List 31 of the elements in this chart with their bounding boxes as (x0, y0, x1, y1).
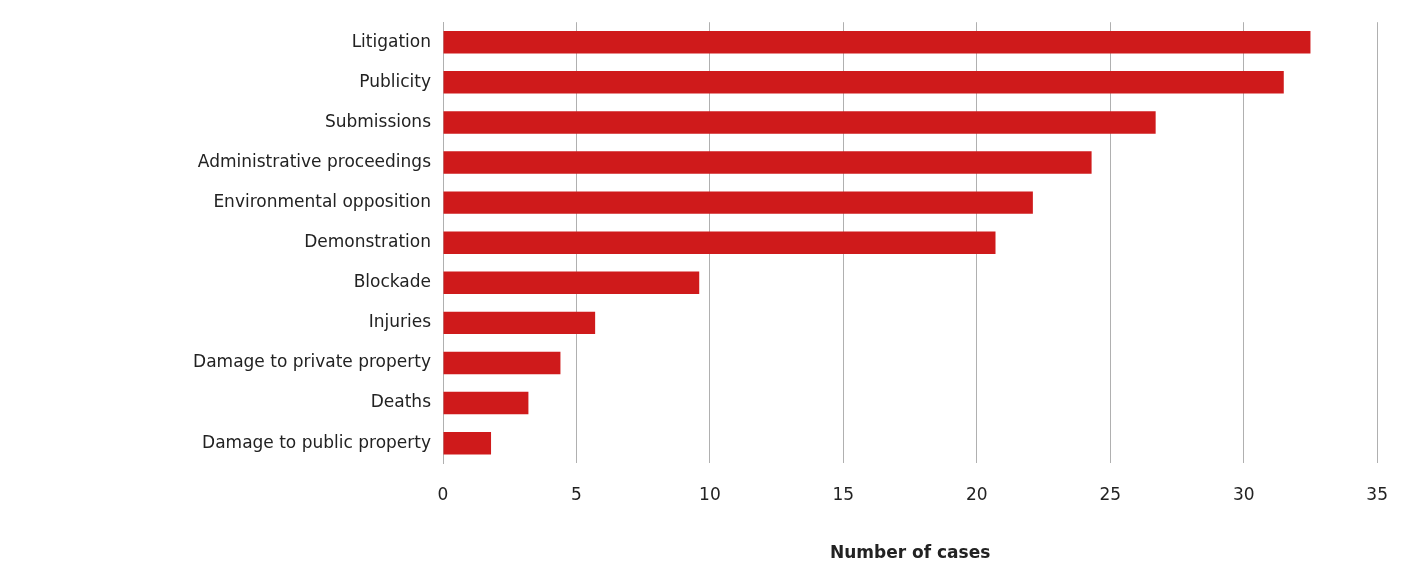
bar (443, 311, 596, 335)
x-tick-label: 5 (571, 483, 582, 504)
y-tick-label: Damage to public property (202, 431, 431, 452)
bar (443, 231, 996, 254)
bar (443, 391, 529, 415)
y-tick-label: Submissions (324, 110, 432, 131)
bar (443, 31, 1311, 54)
bar (443, 191, 1033, 214)
y-tick-label: Damage to private property (193, 351, 431, 372)
y-tick-label: Blockade (353, 271, 431, 292)
y-tick-label: Environmental opposition (213, 191, 431, 212)
y-tick-label: Demonstration (304, 231, 431, 252)
x-axis-title: Number of cases (829, 542, 991, 563)
bar (443, 431, 492, 455)
x-tick-label: 35 (1366, 483, 1388, 504)
bar (443, 71, 1284, 94)
x-tick-label: 0 (437, 483, 449, 504)
x-tick-label: 25 (1099, 483, 1122, 504)
bar (443, 151, 1092, 174)
y-tick-label: Administrative proceedings (197, 150, 432, 171)
y-tick-label: Publicity (359, 70, 431, 91)
x-tick-label: 10 (699, 483, 721, 504)
x-tick-label: 15 (832, 483, 855, 504)
bar (443, 111, 1156, 134)
bar (443, 271, 700, 295)
y-tick-label: Litigation (351, 30, 431, 51)
y-tick-label: Injuries (368, 311, 432, 332)
x-tick-label: 30 (1232, 483, 1255, 504)
bar (443, 351, 561, 375)
y-tick-label: Deaths (370, 391, 432, 412)
x-tick-label: 20 (966, 483, 988, 504)
